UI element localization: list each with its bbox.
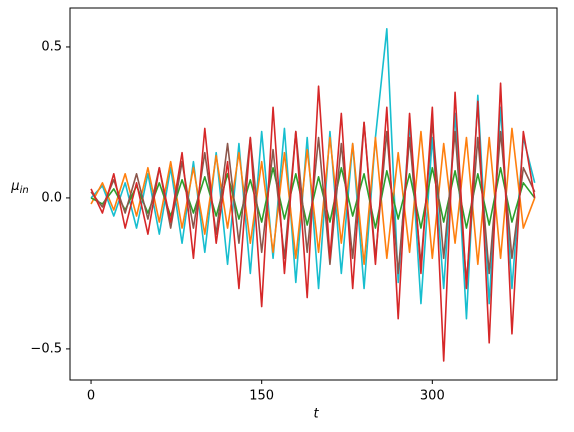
y-label-symbol: μ	[10, 179, 19, 194]
x-tick-label: 300	[420, 389, 445, 404]
series-line	[90, 82, 536, 362]
x-tick-label: 0	[87, 389, 95, 404]
y-tick-label: −0.5	[30, 341, 62, 356]
y-tick-label: 0.0	[41, 190, 62, 205]
y-label-subscript: in	[20, 185, 29, 196]
x-tick-label: 150	[249, 389, 274, 404]
y-tick-label: 0.5	[41, 39, 62, 54]
plot-frame	[69, 7, 558, 381]
y-axis-label: μin	[10, 179, 28, 197]
x-axis-label: t	[313, 407, 319, 422]
